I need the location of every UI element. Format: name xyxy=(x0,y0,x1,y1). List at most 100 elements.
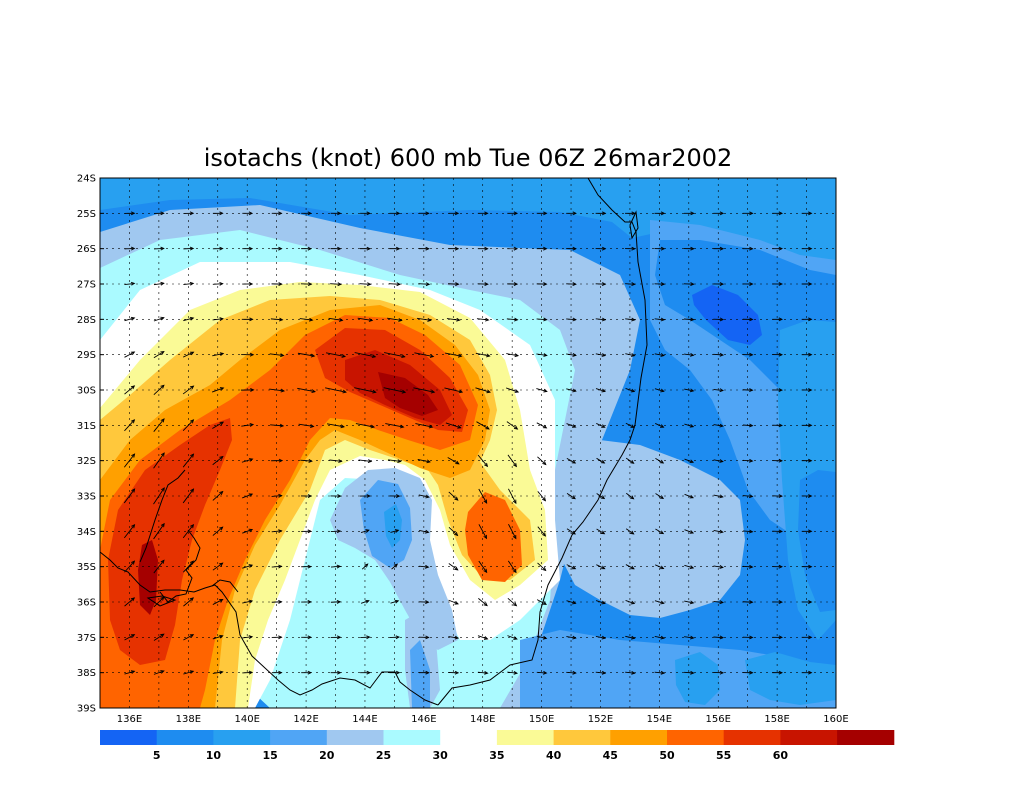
lat-label: 34S xyxy=(77,527,96,538)
colorbar-label: 45 xyxy=(603,749,618,762)
wind-arrow xyxy=(475,352,491,358)
wind-arrow xyxy=(329,459,343,463)
wind-arrow xyxy=(271,599,283,604)
wind-arrow xyxy=(360,494,371,498)
wind-arrow xyxy=(388,459,402,464)
wind-arrow xyxy=(448,246,460,251)
lon-label: 160E xyxy=(823,714,848,725)
wind-arrow xyxy=(182,488,195,504)
wind-arrow xyxy=(388,282,401,287)
wind-arrow xyxy=(507,246,519,251)
wind-arrow xyxy=(742,282,754,286)
wind-arrow xyxy=(212,598,224,605)
lon-label: 142E xyxy=(293,714,318,725)
wind-arrow xyxy=(595,246,607,251)
wind-arrow xyxy=(242,246,254,251)
wind-arrow xyxy=(476,317,490,322)
wind-arrow xyxy=(713,423,724,428)
wind-arrow xyxy=(418,211,430,216)
colorbar-label: 20 xyxy=(319,749,335,762)
wind-arrow xyxy=(330,599,342,604)
wind-arrow xyxy=(477,454,489,468)
wind-arrow xyxy=(330,282,342,287)
wind-arrow xyxy=(271,529,283,534)
map-title: isotachs (knot) 600 mb Tue 06Z 26mar2002 xyxy=(204,144,733,172)
wind-arrow xyxy=(445,422,462,429)
wind-arrow xyxy=(507,670,519,675)
wind-arrow xyxy=(153,281,165,286)
lon-label: 146E xyxy=(411,714,436,725)
wind-arrow xyxy=(269,353,285,358)
wind-arrow xyxy=(506,387,520,393)
wind-arrow xyxy=(566,282,577,286)
wind-arrow xyxy=(298,423,315,428)
wind-arrow xyxy=(387,317,403,322)
wind-arrow xyxy=(566,246,577,251)
wind-arrow xyxy=(123,453,136,468)
wind-arrow xyxy=(742,458,754,463)
spencer-gulf-coastline xyxy=(211,579,239,593)
gulf-coastline xyxy=(139,469,186,563)
wind-arrow xyxy=(212,211,224,216)
wind-arrow xyxy=(242,599,254,604)
wind-arrow xyxy=(153,246,165,251)
wind-arrow xyxy=(330,635,342,640)
wind-arrow xyxy=(212,455,224,466)
longitude-labels: 136E 138E 140E 142E 144E 146E 148E 150E 152E 154E… xyxy=(117,714,849,725)
lat-label: 35S xyxy=(77,562,96,573)
wind-arrow xyxy=(801,388,813,392)
lat-label: 25S xyxy=(77,209,96,220)
isotach-fill xyxy=(100,178,836,708)
colorbar-swatch xyxy=(780,730,838,745)
wind-arrow xyxy=(301,529,312,534)
wind-arrow xyxy=(654,353,665,357)
wind-arrow xyxy=(271,458,284,463)
wind-arrow xyxy=(566,492,576,500)
wind-arrow xyxy=(654,317,666,322)
wind-arrow xyxy=(183,597,194,607)
wind-arrow xyxy=(419,529,430,534)
wind-arrow xyxy=(536,211,548,216)
wind-arrow xyxy=(537,526,547,537)
wind-arrow xyxy=(654,246,666,251)
wind-arrow xyxy=(183,211,195,216)
wind-arrow xyxy=(212,246,224,251)
wind-arrow xyxy=(445,352,463,358)
wind-arrow xyxy=(212,490,224,501)
colorbar-label: 15 xyxy=(262,749,277,762)
wind-arrow xyxy=(566,635,577,640)
wind-arrow xyxy=(212,670,224,675)
wind-arrow xyxy=(326,423,345,429)
wind-arrow xyxy=(299,317,314,322)
colorbar-swatch xyxy=(553,730,611,745)
wind-arrow xyxy=(242,282,254,286)
wind-arrow xyxy=(124,560,136,573)
wind-arrow xyxy=(360,246,371,251)
wind-arrow xyxy=(212,281,224,286)
wind-arrow xyxy=(300,282,313,287)
lon-label: 144E xyxy=(352,714,377,725)
wind-arrow xyxy=(625,422,635,428)
colorbar-swatch xyxy=(213,730,271,745)
lat-label: 39S xyxy=(77,704,96,715)
wind-arrow xyxy=(683,246,695,251)
wind-arrow xyxy=(507,454,517,468)
wind-arrow xyxy=(742,635,754,640)
wind-arrow xyxy=(391,563,398,570)
wind-arrow xyxy=(655,528,665,535)
wind-arrow xyxy=(595,282,607,287)
wind-arrow xyxy=(418,494,430,499)
wind-arrow xyxy=(683,670,695,675)
wind-arrow xyxy=(390,529,400,533)
wind-arrow xyxy=(801,670,813,675)
wind-arrow xyxy=(537,456,547,466)
wind-arrow xyxy=(183,316,195,322)
wind-arrow xyxy=(507,560,517,574)
wind-arrow xyxy=(153,633,165,641)
wind-arrow xyxy=(212,317,224,321)
wind-arrow xyxy=(508,488,517,505)
wind-arrow xyxy=(713,282,725,286)
wind-arrow xyxy=(772,352,784,357)
wind-arrow xyxy=(269,388,286,393)
wind-arrow xyxy=(625,388,636,393)
